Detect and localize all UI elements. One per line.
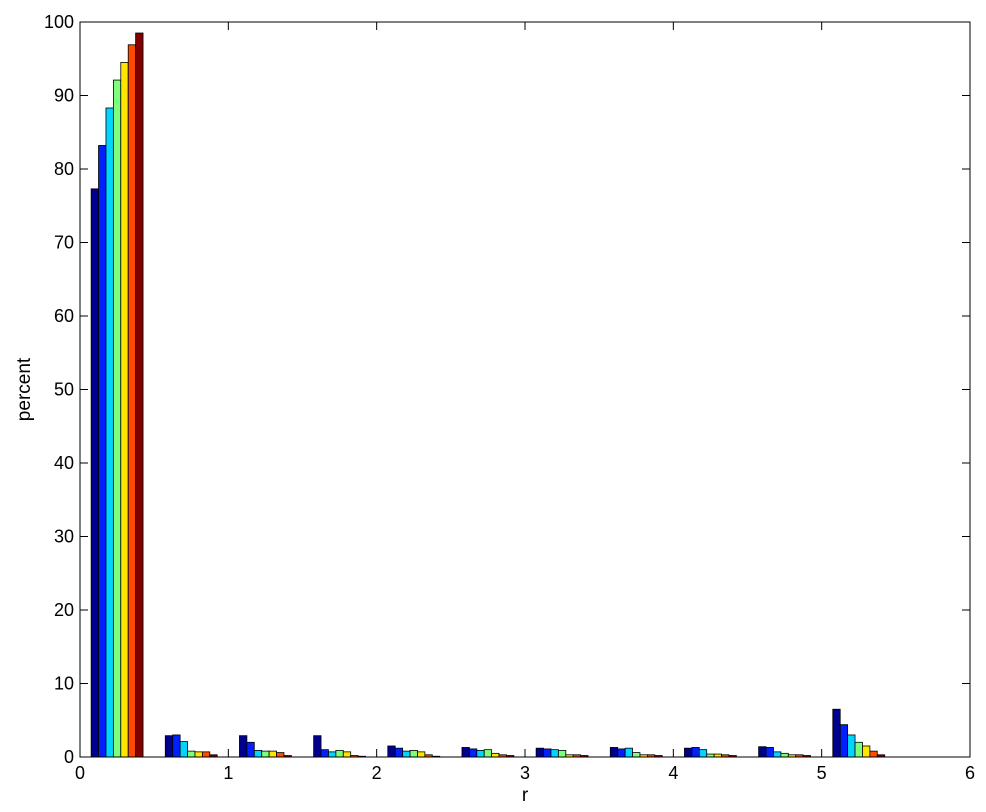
bar-group-2-series-4: [268, 750, 277, 758]
x-tick-label-2: 2: [372, 763, 382, 783]
x-tick-label-6: 6: [965, 763, 975, 783]
bar-group-9-series-1: [765, 747, 774, 758]
bar-group-6-series-0: [535, 747, 544, 758]
x-tick-label-0: 0: [75, 763, 85, 783]
y-tick-label-20: 20: [54, 600, 74, 620]
x-tick-label-4: 4: [668, 763, 678, 783]
bar-group-10-series-0: [832, 708, 841, 758]
bar-group-5-series-2: [476, 749, 485, 758]
bar-group-5-series-4: [491, 752, 500, 758]
bar-group-0-series-4: [120, 62, 129, 758]
y-tick-label-60: 60: [54, 306, 74, 326]
bar-group-5-series-3: [483, 749, 493, 758]
bar-group-1-series-5: [201, 751, 211, 758]
y-tick-label-70: 70: [54, 233, 74, 253]
y-tick-label-50: 50: [54, 380, 74, 400]
bar-group-2-series-5: [276, 752, 285, 758]
bar-group-8-series-1: [691, 747, 700, 758]
bar-group-10-series-1: [839, 724, 849, 758]
bar-group-3-series-3: [335, 749, 344, 758]
bar-group-5-series-0: [461, 747, 470, 758]
bar-group-0-series-2: [105, 107, 114, 758]
bar-group-1-series-3: [187, 750, 196, 758]
bar-group-3-series-1: [320, 749, 329, 758]
bar-group-4-series-1: [394, 747, 404, 758]
bar-group-2-series-0: [239, 735, 248, 758]
x-tick-label-3: 3: [520, 763, 530, 783]
bar-group-10-series-3: [854, 741, 863, 758]
x-tick-label-5: 5: [817, 763, 827, 783]
bar-group-2-series-2: [253, 749, 263, 758]
bar-group-0-series-5: [127, 44, 137, 758]
bar-group-4-series-0: [387, 745, 396, 758]
bar-group-6-series-2: [550, 749, 559, 758]
bar-group-10-series-4: [862, 745, 871, 758]
bar-group-4-series-3: [409, 749, 418, 758]
bar-group-3-series-2: [328, 751, 337, 758]
bar-group-0-series-3: [112, 79, 122, 758]
y-tick-label-40: 40: [54, 453, 74, 473]
y-tick-label-80: 80: [54, 159, 74, 179]
bar-group-4-series-4: [417, 751, 426, 758]
bar-group-1-series-0: [164, 735, 174, 758]
bar-group-10-series-2: [847, 734, 856, 758]
bar-group-0-series-6: [135, 32, 144, 758]
bar-group-6-series-1: [543, 748, 552, 758]
x-axis-label: r: [522, 785, 529, 806]
bar-group-6-series-3: [557, 749, 567, 758]
bar-group-7-series-0: [609, 747, 619, 758]
bar-group-2-series-1: [246, 741, 255, 758]
x-tick-label-1: 1: [223, 763, 233, 783]
bar-group-9-series-0: [758, 746, 767, 758]
y-tick-label-0: 0: [64, 747, 74, 767]
bar-group-8-series-2: [698, 749, 708, 758]
bar-group-7-series-1: [617, 748, 626, 758]
plot-frame: [79, 21, 971, 758]
y-tick-label-30: 30: [54, 527, 74, 547]
bar-group-3-series-0: [313, 735, 322, 758]
bar-group-0-series-0: [90, 188, 99, 758]
y-axis-label: percent: [14, 357, 35, 421]
bar-group-10-series-5: [869, 750, 878, 758]
bar-group-9-series-3: [780, 752, 789, 758]
bar-group-3-series-4: [342, 751, 352, 758]
bar-group-4-series-2: [402, 750, 411, 758]
bar-group-8-series-0: [684, 747, 693, 758]
bar-group-5-series-1: [468, 748, 478, 758]
y-tick-label-100: 100: [44, 12, 74, 32]
bar-group-1-series-4: [194, 751, 203, 758]
bar-group-1-series-2: [179, 741, 188, 758]
bars-layer: [90, 32, 886, 758]
y-tick-label-90: 90: [54, 86, 74, 106]
bar-group-7-series-3: [632, 752, 641, 758]
bar-group-9-series-2: [773, 751, 782, 758]
bar-group-0-series-1: [98, 145, 107, 758]
bar-group-1-series-1: [172, 734, 181, 758]
bar-group-2-series-3: [261, 750, 270, 758]
bar-group-7-series-2: [624, 747, 633, 758]
y-tick-label-10: 10: [54, 674, 74, 694]
